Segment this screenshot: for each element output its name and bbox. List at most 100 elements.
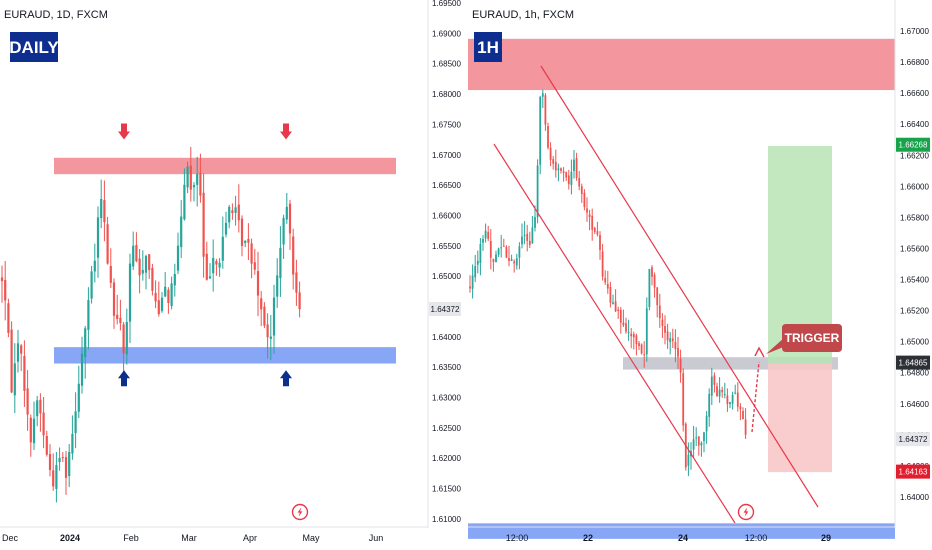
hourly-current-price-label: 1.64372 <box>896 432 930 447</box>
daily-current-price-text: 1.64372 <box>431 305 460 314</box>
daily-candle <box>151 263 154 296</box>
daily-candle <box>29 414 32 457</box>
daily-candle <box>256 251 260 317</box>
daily-y-tick: 1.63500 <box>432 363 461 372</box>
hourly-candle <box>721 386 724 398</box>
daily-y-tick: 1.67500 <box>432 120 461 129</box>
lightning-icon[interactable] <box>737 503 755 521</box>
hourly-y-tick: 1.66400 <box>900 120 929 129</box>
daily-candle <box>279 226 282 297</box>
daily-candle <box>119 299 122 331</box>
daily-candle <box>13 343 16 414</box>
lightning-icon[interactable] <box>291 503 309 521</box>
daily-candle <box>228 204 231 229</box>
channel-lower-line[interactable] <box>493 143 736 524</box>
hourly-candle <box>645 297 648 362</box>
daily-candles <box>0 146 301 503</box>
hourly-chart[interactable]: 1.67000 1.66800 1.66600 1.66400 1.66200 1.660… <box>468 0 930 543</box>
daily-y-tick: 1.61000 <box>432 515 461 524</box>
daily-chart[interactable]: 1.69500 1.69000 1.68500 1.68000 1.67500 1.670… <box>0 0 461 543</box>
hourly-candle <box>487 225 490 242</box>
hourly-candle <box>513 259 516 273</box>
daily-candle <box>237 184 240 233</box>
hourly-resistance-zone[interactable] <box>468 38 895 91</box>
daily-candle <box>180 200 183 259</box>
daily-candle <box>42 396 45 449</box>
hourly-candle <box>705 411 708 444</box>
daily-y-tick: 1.68500 <box>432 60 461 69</box>
hourly-candle <box>627 319 630 341</box>
daily-candle <box>173 263 176 297</box>
daily-candle <box>298 281 301 318</box>
daily-candle <box>100 179 103 229</box>
hourly-candle <box>619 306 622 334</box>
hourly-candle <box>734 384 737 395</box>
daily-candle <box>208 263 212 280</box>
hourly-candle <box>482 235 484 251</box>
arrow-down-icon <box>280 123 292 140</box>
daily-support-zone[interactable] <box>54 347 396 364</box>
daily-candle <box>45 430 48 457</box>
hourly-candle <box>560 167 562 174</box>
daily-candle <box>55 451 58 503</box>
hourly-candle <box>474 254 477 283</box>
daily-y-tick: 1.62000 <box>432 454 461 463</box>
hourly-candle <box>606 270 609 294</box>
hourly-y-tick: 1.66600 <box>900 89 929 98</box>
hourly-candle <box>653 272 656 298</box>
hourly-candle <box>656 287 659 318</box>
hourly-candle <box>570 159 573 195</box>
daily-candle <box>221 216 224 269</box>
daily-candle <box>224 211 228 238</box>
daily-resistance-zone[interactable] <box>54 157 396 175</box>
hourly-candle <box>601 243 604 281</box>
daily-candle <box>231 203 234 220</box>
hourly-candle <box>484 223 487 243</box>
daily-price-axis[interactable]: 1.69500 1.69000 1.68500 1.68000 1.67500 1.670… <box>432 0 461 524</box>
hourly-candle <box>742 407 744 420</box>
daily-time-axis[interactable]: Dec 2024 Feb Mar Apr May Jun <box>2 533 383 543</box>
daily-candle <box>269 314 272 360</box>
daily-candle <box>48 444 52 477</box>
channel-upper-line[interactable] <box>540 65 819 508</box>
hourly-candle <box>578 170 581 191</box>
hourly-candle <box>697 436 700 456</box>
hourly-candle <box>583 189 586 211</box>
hourly-candle <box>508 245 510 267</box>
hourly-stop-zone[interactable] <box>768 363 832 473</box>
hourly-price-axis[interactable]: 1.67000 1.66800 1.66600 1.66400 1.66200 1.660… <box>900 27 929 502</box>
hourly-candle <box>648 268 651 311</box>
daily-candle <box>154 280 157 309</box>
daily-candle <box>52 453 55 491</box>
daily-candle <box>157 281 160 317</box>
daily-x-tick: Apr <box>243 533 257 543</box>
arrow-up-icon <box>118 370 130 387</box>
arrow-down-icon <box>118 123 130 140</box>
daily-candle <box>292 228 295 290</box>
daily-x-tick: Jun <box>369 533 384 543</box>
hourly-candle <box>713 372 716 393</box>
daily-y-tick: 1.65000 <box>432 272 461 281</box>
daily-candle <box>32 401 36 451</box>
hourly-candle <box>661 313 664 338</box>
hourly-candle <box>736 382 739 412</box>
hourly-y-tick: 1.65600 <box>900 244 929 253</box>
hourly-trigger-price-text: 1.64865 <box>899 359 928 368</box>
hourly-y-tick: 1.65000 <box>900 338 929 347</box>
daily-badge: DAILY <box>9 32 59 62</box>
hourly-target-price-label: 1.66268 <box>896 137 930 152</box>
daily-candle <box>285 192 288 224</box>
hourly-y-tick: 1.65800 <box>900 213 929 222</box>
daily-candle <box>7 298 10 338</box>
trigger-annotation[interactable]: TRIGGER <box>766 324 842 354</box>
hourly-x-tick: 29 <box>821 533 831 543</box>
daily-candle <box>234 195 237 226</box>
hourly-time-axis[interactable]: 12:00 22 24 12:00 29 <box>506 533 831 543</box>
hourly-current-price-text: 1.64372 <box>899 435 928 444</box>
daily-candle <box>77 365 80 419</box>
hourly-candle <box>575 152 578 181</box>
daily-candle <box>272 284 276 354</box>
hourly-candle <box>497 247 500 257</box>
hourly-candle <box>703 431 705 453</box>
